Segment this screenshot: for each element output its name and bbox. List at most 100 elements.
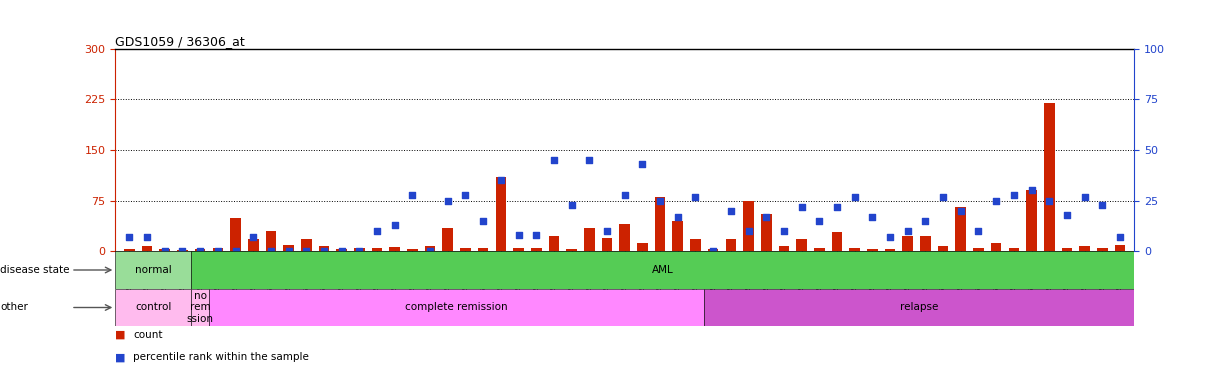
Point	[827, 204, 847, 210]
Point	[722, 208, 741, 214]
Point	[421, 248, 440, 254]
Point	[296, 248, 315, 254]
Bar	[832, 232, 842, 251]
Point	[491, 177, 511, 183]
Point	[1021, 188, 1041, 194]
Bar	[1097, 248, 1107, 251]
Bar	[478, 248, 489, 251]
Bar	[849, 248, 860, 251]
Point	[1093, 202, 1112, 208]
Text: control: control	[135, 303, 171, 312]
Bar	[195, 249, 205, 251]
Bar	[443, 228, 454, 251]
Point	[473, 218, 492, 224]
Text: AML: AML	[651, 265, 673, 275]
Point	[1110, 234, 1129, 240]
Bar	[583, 228, 594, 251]
Bar	[354, 248, 365, 251]
Point	[685, 194, 705, 200]
Text: GDS1059 / 36306_at: GDS1059 / 36306_at	[115, 34, 245, 48]
Bar	[938, 246, 949, 251]
Bar	[1044, 103, 1054, 251]
Point	[580, 157, 599, 163]
Point	[969, 228, 989, 234]
Point	[438, 198, 457, 204]
Bar	[655, 197, 666, 251]
Text: count: count	[133, 330, 163, 340]
Bar	[867, 249, 878, 251]
Bar	[212, 248, 223, 251]
Text: no
rem
ssion: no rem ssion	[187, 291, 213, 324]
Bar	[425, 246, 435, 251]
Point	[562, 202, 581, 208]
Point	[650, 198, 670, 204]
Point	[137, 234, 156, 240]
Text: ■: ■	[115, 330, 126, 340]
Bar	[690, 239, 701, 251]
Bar	[566, 249, 577, 251]
Point	[226, 248, 245, 254]
Bar	[602, 238, 613, 251]
Bar	[460, 248, 471, 251]
Bar	[672, 221, 683, 251]
Bar	[956, 207, 966, 251]
Point	[633, 161, 653, 167]
Bar	[744, 201, 753, 251]
Bar	[284, 244, 294, 251]
Point	[739, 228, 758, 234]
Point	[209, 248, 228, 254]
Bar	[192, 289, 209, 326]
Bar	[177, 250, 188, 251]
Point	[190, 248, 210, 254]
Point	[314, 248, 334, 254]
Bar	[371, 248, 382, 251]
Bar	[209, 289, 705, 326]
Point	[916, 218, 935, 224]
Point	[757, 214, 776, 220]
Bar	[1080, 246, 1090, 251]
Text: disease state: disease state	[0, 265, 69, 275]
Bar	[301, 239, 312, 251]
Point	[881, 234, 900, 240]
Bar	[708, 249, 718, 251]
Point	[368, 228, 387, 234]
Bar	[884, 249, 895, 251]
Bar	[725, 239, 736, 251]
Bar	[531, 248, 541, 251]
Bar	[408, 249, 417, 251]
Point	[509, 232, 529, 238]
Bar	[973, 248, 984, 251]
Bar	[1008, 248, 1019, 251]
Point	[862, 214, 882, 220]
Bar	[761, 214, 771, 251]
Bar	[548, 236, 559, 251]
Text: percentile rank within the sample: percentile rank within the sample	[133, 352, 309, 363]
Point	[456, 192, 475, 198]
Text: ■: ■	[115, 352, 126, 363]
Bar	[705, 289, 1134, 326]
Bar	[513, 248, 524, 251]
Bar	[496, 177, 506, 251]
Point	[845, 194, 865, 200]
Point	[526, 232, 546, 238]
Point	[332, 248, 352, 254]
Point	[349, 248, 369, 254]
Bar	[991, 243, 1002, 251]
Point	[986, 198, 1006, 204]
Bar	[637, 243, 648, 251]
Point	[279, 248, 298, 254]
Point	[792, 204, 811, 210]
Bar	[921, 236, 930, 251]
Point	[172, 248, 192, 254]
Bar	[620, 224, 630, 251]
Text: normal: normal	[135, 265, 172, 275]
Point	[668, 214, 688, 220]
Bar	[230, 217, 241, 251]
Bar	[115, 289, 192, 326]
Point	[403, 192, 422, 198]
Bar	[142, 246, 153, 251]
Point	[244, 234, 263, 240]
Bar	[1026, 190, 1037, 251]
Bar	[247, 239, 258, 251]
Bar	[902, 236, 913, 251]
